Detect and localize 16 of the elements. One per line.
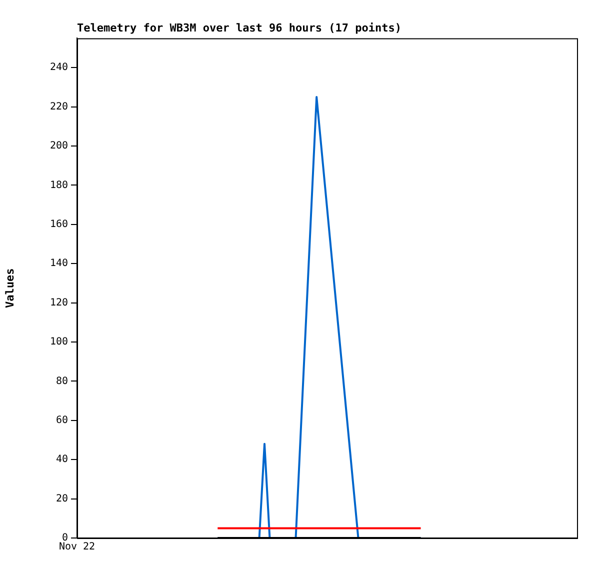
y-tick-label: 140 <box>50 258 68 270</box>
x-tick-label: Nov 22 <box>58 542 96 553</box>
y-tick-label: 120 <box>50 297 68 308</box>
y-tick-label: 220 <box>50 101 68 112</box>
y-tick-label: 240 <box>50 62 68 74</box>
y-tick-label: 60 <box>56 414 68 426</box>
y-tick-label: 160 <box>50 218 68 230</box>
y-tick-label: 0 <box>62 532 68 544</box>
y-tick-label: 180 <box>50 180 68 191</box>
y-tick-label: 40 <box>56 454 68 466</box>
y-tick-label: 100 <box>50 336 68 348</box>
chart-title: Telemetry for WB3M over last 96 hours (17 points) <box>77 21 402 34</box>
y-axis-title: Values <box>3 268 16 308</box>
y-tick-label: 20 <box>56 493 68 504</box>
y-tick-label: 200 <box>50 140 68 152</box>
y-tick-label: 80 <box>56 376 68 387</box>
